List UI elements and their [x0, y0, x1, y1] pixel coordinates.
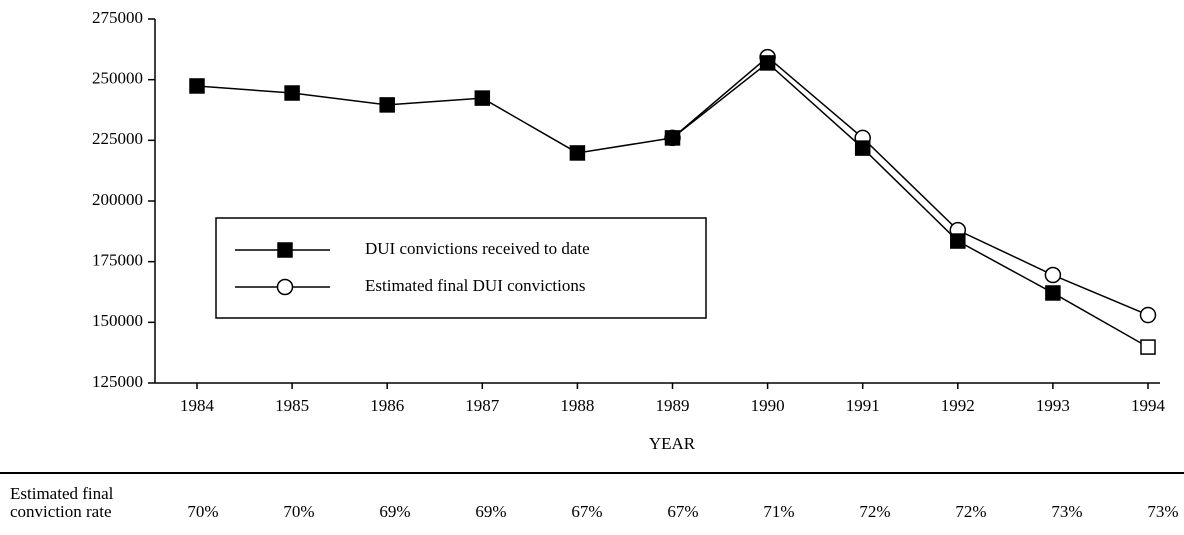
- table-value: 67%: [667, 502, 698, 521]
- x-tick-label: 1989: [656, 396, 690, 415]
- x-tick-label: 1993: [1036, 396, 1070, 415]
- y-tick-label: 275000: [92, 8, 143, 27]
- y-tick-label: 125000: [92, 372, 143, 391]
- x-tick-label: 1987: [465, 396, 500, 415]
- series-line: [672, 56, 1149, 316]
- x-tick-label: 1992: [941, 396, 975, 415]
- table-value: 73%: [1051, 502, 1082, 521]
- y-tick-label: 225000: [92, 129, 143, 148]
- square-marker: [1140, 339, 1156, 355]
- table-value: 71%: [763, 502, 794, 521]
- table-value: 72%: [955, 502, 986, 521]
- x-tick-label: 1985: [275, 396, 309, 415]
- x-axis-label: YEAR: [649, 434, 696, 453]
- table-value: 70%: [187, 502, 218, 521]
- square-marker: [569, 145, 586, 161]
- table-value: 69%: [475, 502, 506, 521]
- y-tick-label: 200000: [92, 190, 143, 209]
- x-tick-label: 1984: [180, 396, 215, 415]
- table-value: 73%: [1147, 502, 1178, 521]
- table-value: 69%: [379, 502, 410, 521]
- table-label: conviction rate: [10, 502, 112, 521]
- x-tick-label: 1986: [370, 396, 404, 415]
- square-marker: [1045, 285, 1061, 301]
- legend-label: DUI convictions received to date: [365, 239, 590, 258]
- table-value: 67%: [571, 502, 602, 521]
- square-marker: [759, 55, 776, 71]
- square-marker: [277, 242, 293, 258]
- square-marker: [379, 97, 395, 113]
- legend-box: [215, 217, 707, 319]
- y-tick-label: 150000: [92, 311, 143, 330]
- square-marker: [664, 130, 681, 146]
- square-marker: [854, 140, 871, 156]
- square-marker: [474, 90, 491, 106]
- x-tick-label: 1990: [751, 396, 785, 415]
- x-tick-label: 1988: [560, 396, 594, 415]
- table-value: 72%: [859, 502, 890, 521]
- circle-marker: [276, 278, 294, 296]
- square-marker: [284, 85, 300, 101]
- x-tick-label: 1994: [1131, 396, 1166, 415]
- square-marker: [189, 78, 205, 94]
- circle-marker: [1139, 306, 1157, 324]
- x-tick-label: 1991: [846, 396, 880, 415]
- table-label: Estimated final: [10, 484, 114, 503]
- y-tick-label: 175000: [92, 251, 143, 270]
- y-tick-label: 250000: [92, 69, 143, 88]
- legend-label: Estimated final DUI convictions: [365, 276, 585, 295]
- table-value: 70%: [283, 502, 314, 521]
- square-marker: [950, 233, 966, 249]
- circle-marker: [1044, 266, 1062, 284]
